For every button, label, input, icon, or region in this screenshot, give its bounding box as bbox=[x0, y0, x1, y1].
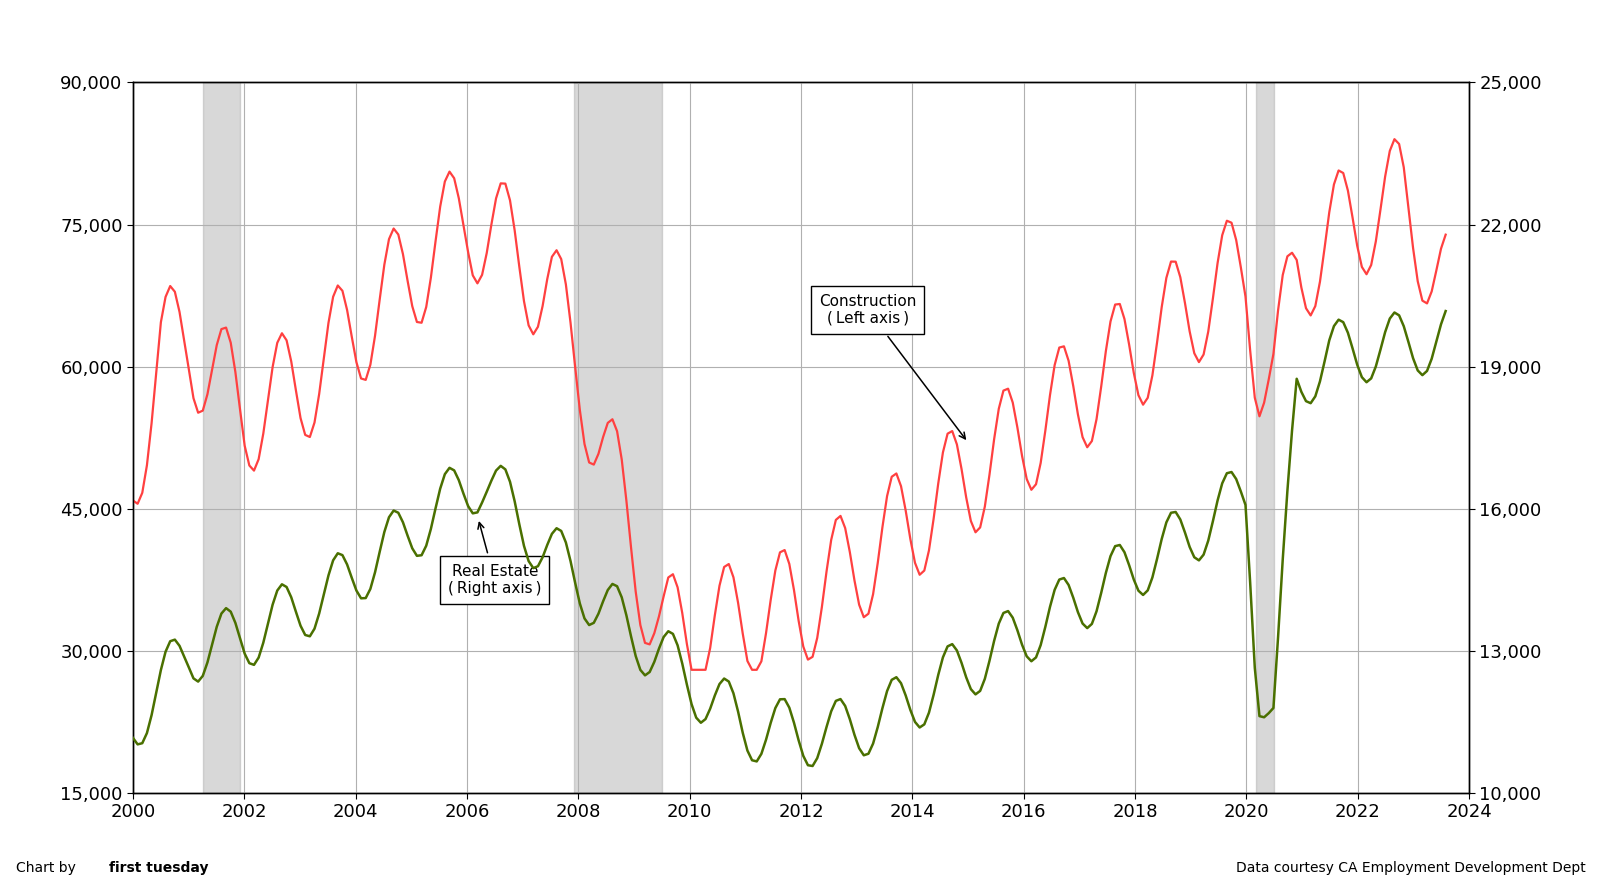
Bar bbox=[1256, 82, 1274, 793]
Text: Data courtesy CA Employment Development Dept: Data courtesy CA Employment Development … bbox=[1237, 861, 1586, 875]
Bar bbox=[574, 82, 662, 793]
Text: Construction
( Left axis ): Construction ( Left axis ) bbox=[819, 293, 966, 439]
Text: first tuesday: first tuesday bbox=[109, 861, 208, 875]
Bar bbox=[202, 82, 240, 793]
Text: Real Estate
( Right axis ): Real Estate ( Right axis ) bbox=[449, 523, 541, 596]
Text: Chart by: Chart by bbox=[16, 861, 80, 875]
Text: Sacramento County Employment: Construction & Real Estate Professions: Sacramento County Employment: Constructi… bbox=[256, 26, 1346, 52]
